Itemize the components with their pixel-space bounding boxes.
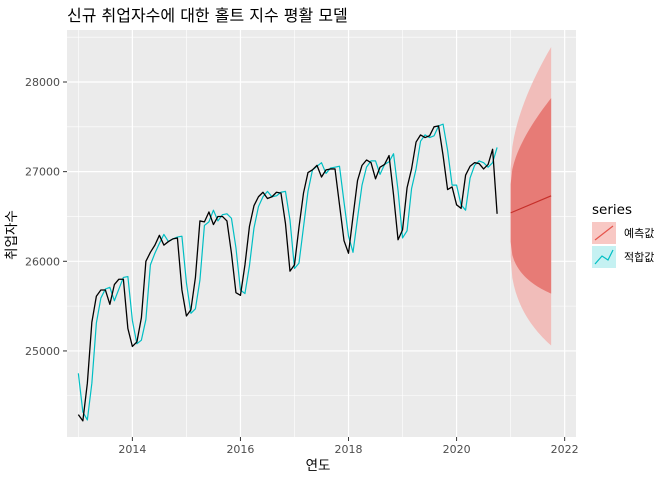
plot-background bbox=[67, 30, 576, 437]
y-tick-label: 28000 bbox=[25, 76, 60, 89]
legend: series 예측값 적합값 bbox=[592, 202, 654, 268]
chart-title: 신규 취업자수에 대한 홀트 지수 평활 모델 bbox=[67, 6, 348, 25]
legend-title: series bbox=[592, 202, 632, 218]
series-line-actual bbox=[77, 125, 498, 422]
x-tick-label: 2018 bbox=[335, 443, 363, 456]
legend-entry-forecast: 예측값 bbox=[592, 222, 654, 244]
y-axis-title: 취업자수 bbox=[4, 210, 20, 260]
data-lines bbox=[77, 123, 552, 422]
legend-key-forecast-line bbox=[594, 225, 614, 241]
series-line-forecast bbox=[510, 195, 552, 214]
x-tick-label: 2022 bbox=[551, 443, 579, 456]
legend-key-fitted-line bbox=[594, 249, 614, 265]
x-tick-label: 2016 bbox=[226, 443, 254, 456]
x-tick-label: 2020 bbox=[443, 443, 471, 456]
y-tick-label: 26000 bbox=[25, 255, 60, 268]
legend-label-forecast: 예측값 bbox=[624, 227, 654, 240]
forecast-band-80 bbox=[510, 98, 552, 294]
y-tick-label: 25000 bbox=[25, 345, 60, 358]
x-axis-title: 연도 bbox=[306, 458, 331, 474]
axes: 2014 2016 2018 2020 2022 25000 26000 27000 28000 bbox=[25, 76, 579, 456]
legend-label-fitted: 적합값 bbox=[624, 251, 654, 264]
y-tick-label: 27000 bbox=[25, 166, 60, 179]
x-tick-label: 2014 bbox=[118, 443, 146, 456]
forecast-bands bbox=[510, 47, 552, 346]
legend-entry-fitted: 적합값 bbox=[592, 246, 654, 268]
